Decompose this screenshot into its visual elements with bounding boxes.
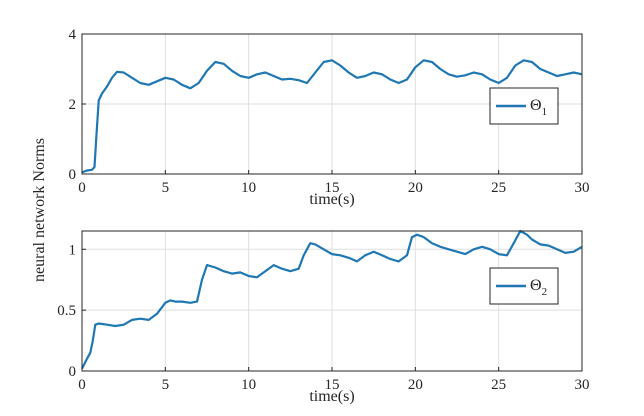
bottom-plot: 0 5 10 15 20 25 30 0 0.5 1 time(s) Θ2	[57, 229, 590, 405]
bottom-x-tick-label: 20	[408, 377, 423, 393]
bottom-legend: Θ2	[489, 267, 559, 305]
top-series-line	[81, 59, 583, 174]
top-x-tick-label: 5	[162, 180, 170, 196]
top-x-tick-label: 10	[241, 180, 256, 196]
bottom-series-line	[81, 229, 583, 370]
bottom-x-tick-label: 15	[325, 377, 340, 393]
bottom-y-tick-label: 0.5	[57, 303, 76, 319]
bottom-x-tick-label: 10	[241, 377, 256, 393]
top-plot-series	[81, 59, 583, 174]
bottom-x-tick-label: 5	[162, 377, 170, 393]
top-legend: Θ1	[489, 87, 559, 125]
top-legend-symbol: Θ	[530, 97, 542, 114]
bottom-legend-label: Θ2	[530, 277, 547, 298]
bottom-legend-subscript: 2	[542, 286, 548, 298]
bottom-plot-series	[81, 229, 583, 370]
bottom-x-tick-label: 30	[575, 377, 590, 393]
bottom-x-tick-label: 25	[491, 377, 506, 393]
y-axis-label: neural network Norms	[31, 138, 48, 282]
bottom-x-axis-label: time(s)	[309, 388, 354, 405]
top-y-tick-label: 4	[69, 27, 77, 43]
bottom-plot-ticks: 0 5 10 15 20 25 30 0 0.5 1	[57, 242, 589, 393]
top-plot-ticks: 0 5 10 15 20 25 30 0 2 4	[69, 27, 590, 196]
top-x-tick-label: 15	[325, 180, 340, 196]
top-legend-subscript: 1	[542, 106, 548, 118]
bottom-x-tick-label: 0	[78, 377, 86, 393]
top-x-tick-label: 30	[575, 180, 590, 196]
bottom-y-tick-label: 0	[69, 364, 77, 380]
top-legend-label: Θ1	[530, 97, 547, 118]
top-x-axis-label: time(s)	[309, 191, 354, 208]
top-y-tick-label: 0	[69, 167, 77, 183]
top-x-tick-label: 20	[408, 180, 423, 196]
top-x-tick-label: 0	[78, 180, 86, 196]
top-x-tick-label: 25	[491, 180, 506, 196]
bottom-legend-symbol: Θ	[530, 277, 542, 294]
top-y-tick-label: 2	[69, 97, 77, 113]
bottom-y-tick-label: 1	[69, 242, 77, 258]
top-plot: 0 5 10 15 20 25 30 0 2 4 time(s) Θ1	[69, 27, 590, 208]
